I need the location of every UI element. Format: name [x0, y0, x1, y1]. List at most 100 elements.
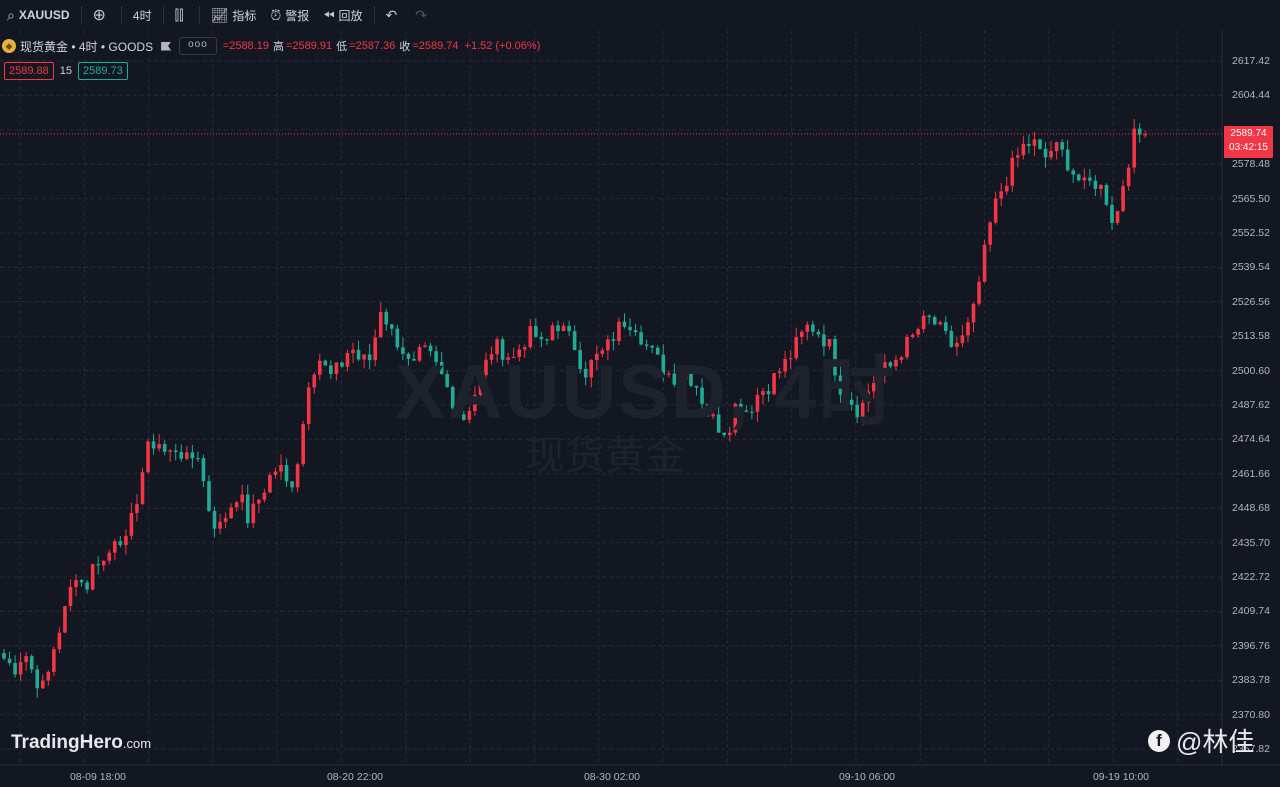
buy-button[interactable]: 2589.73 [78, 62, 128, 80]
last-price-badge: 2589.74 03:42:15 [1224, 126, 1273, 158]
candle-body [124, 535, 128, 546]
candle-body [578, 350, 582, 369]
candle-body [434, 351, 438, 362]
candle-body [52, 649, 56, 672]
candle-body [927, 315, 931, 317]
interval-button[interactable]: 4时 [126, 0, 159, 30]
candle-body [229, 507, 233, 519]
high-value: =2589.91 [285, 40, 333, 52]
indicators-button[interactable]: 📈︎ 指标 [204, 0, 264, 30]
more-button[interactable]: ooo [179, 37, 217, 55]
series-legend: ◆ 现货黄金 • 4时 • GOODS ooo =2588.19 高 =2589… [2, 36, 540, 56]
candle-body [306, 387, 311, 425]
sell-button[interactable]: 2589.88 [4, 62, 54, 80]
symbol-search[interactable]: ⌕ XAUUSD [0, 0, 77, 30]
candle-body [982, 244, 987, 282]
price-tick-label: 2383.78 [1232, 674, 1270, 687]
candle-body [478, 375, 483, 396]
candle-body [655, 347, 660, 355]
candle-body [932, 316, 937, 325]
compare-button[interactable]: ⊕ [86, 0, 117, 30]
price-tick-label: 2422.72 [1232, 571, 1270, 583]
candle-body [883, 362, 887, 373]
candle-body [567, 325, 571, 332]
candle-body [633, 330, 638, 333]
price-tick-label: 2435.70 [1232, 536, 1270, 549]
candle-body [500, 339, 505, 360]
candle-body [938, 322, 943, 325]
candle-body [356, 349, 361, 360]
candle-body [1137, 128, 1142, 135]
time-tick-label: 08-30 02:00 [583, 771, 641, 783]
watermark-symbol: XAUUSD, 4时 [395, 350, 897, 435]
candle-body [539, 336, 544, 340]
candle-body [495, 339, 499, 355]
gold-coin-icon: ◆ [2, 39, 16, 53]
flag-icon [161, 41, 172, 51]
candle-body [1076, 174, 1081, 181]
alerts-button[interactable]: ⏰︎ 警报 [263, 0, 316, 30]
candle-body [727, 432, 732, 436]
candle-body [528, 326, 533, 348]
candle-body [506, 357, 510, 360]
candle-body [739, 403, 743, 411]
candle-body [63, 606, 67, 633]
candle-body [921, 315, 926, 330]
change-value: +1.52 (+0.06%) [464, 40, 541, 52]
candle-body [367, 354, 372, 361]
candle-body [772, 373, 776, 395]
candle-body [694, 385, 699, 388]
replay-button[interactable]: ⏪︎ 回放 [316, 0, 369, 30]
candle-body [977, 281, 981, 304]
candle-body [661, 354, 666, 375]
price-tick-label: 2474.64 [1232, 433, 1270, 446]
candle-body [1093, 180, 1098, 189]
candle-body [777, 371, 782, 374]
candle-body [290, 481, 294, 488]
candle-body [993, 198, 998, 223]
candle-body [40, 680, 45, 689]
time-tick-label: 08-09 18:00 [69, 771, 127, 783]
legend-title-box[interactable]: ◆ 现货黄金 • 4时 • GOODS ooo [2, 36, 221, 56]
candle-body [29, 656, 34, 670]
top-toolbar: ⌕ XAUUSD ⊕ 4时 ⫿⫿ 📈︎ 指标 ⏰︎ 警报 ⏪︎ 回放 ↶ [0, 0, 1280, 30]
candle-body [556, 325, 560, 332]
price-tick-label: 2513.58 [1232, 330, 1270, 343]
candle-body [445, 373, 449, 387]
price-tick-label: 2370.80 [1232, 708, 1270, 721]
time-tick-label: 09-19 10:00 [1092, 771, 1150, 783]
candle-body [583, 368, 588, 378]
price-tick-label: 2357.82 [1232, 743, 1270, 755]
trade-buttons: 2589.88 15 2589.73 [4, 62, 128, 80]
candle-body [866, 391, 871, 403]
candle-body [168, 450, 172, 452]
candle-body [794, 337, 799, 359]
candle-body [317, 360, 322, 375]
candle-body [467, 410, 472, 420]
redo-button[interactable]: ↷ [408, 0, 438, 30]
candle-body [1032, 139, 1037, 146]
price-tick-label: 2396.76 [1232, 639, 1270, 652]
candle-body [511, 356, 516, 358]
price-tick-label: 2448.68 [1232, 502, 1270, 515]
candle-body [1126, 167, 1131, 187]
candle-body [129, 512, 134, 536]
candle-body [201, 458, 206, 482]
candle-body [849, 399, 854, 405]
undo-button[interactable]: ↶ [379, 0, 409, 30]
high-label: 高 [272, 41, 284, 53]
chart-type-button[interactable]: ⫿⫿ [168, 0, 195, 30]
candle-body [1010, 157, 1015, 186]
symbol-label: XAUUSD [18, 8, 70, 22]
facebook-icon: f [1148, 729, 1170, 752]
candle-body [1132, 128, 1136, 168]
candle-body [96, 564, 100, 566]
candle-body [844, 394, 848, 400]
candle-body [517, 349, 522, 357]
candle-body [334, 362, 339, 374]
candle-body [955, 343, 959, 347]
candle-body [362, 354, 366, 360]
candle-body [1110, 204, 1114, 223]
candle-body [971, 303, 976, 323]
